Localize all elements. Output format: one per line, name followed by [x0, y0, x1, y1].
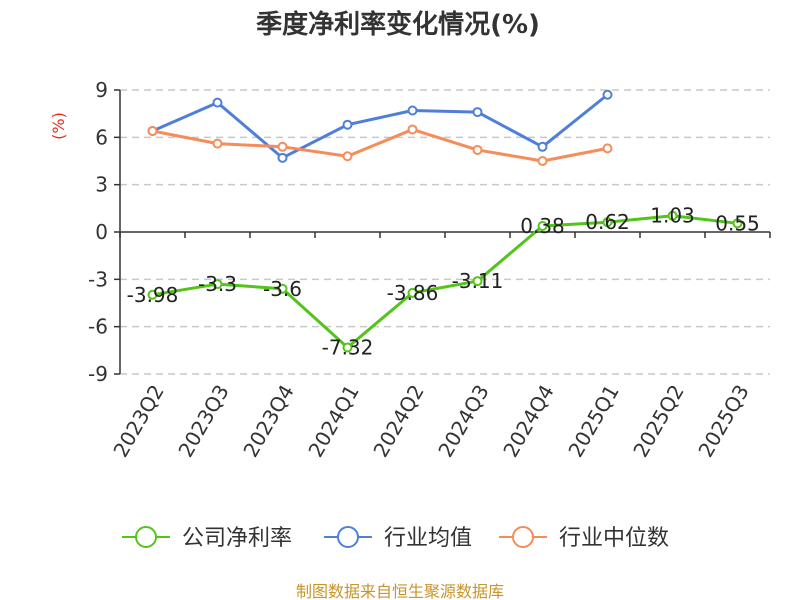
series-1-point [212, 279, 223, 290]
y-tick-label: -9 [88, 362, 108, 386]
series-lines [147, 89, 743, 353]
y-tick-label: -3 [88, 267, 108, 291]
data-label: -3.3 [198, 272, 237, 296]
series-2-point [407, 105, 418, 116]
legend-swatch-marker [337, 526, 359, 548]
series-3-point [212, 138, 223, 149]
x-tick-label: 2023Q2 [108, 381, 168, 462]
data-label: 0.38 [520, 214, 565, 238]
legend: 公司净利率 行业均值 行业中位数 [122, 526, 669, 551]
series-2-point [212, 97, 223, 108]
series-1-point [472, 276, 483, 287]
series-3-line [152, 127, 608, 163]
series-3-point [342, 151, 353, 162]
series-2-point [602, 89, 613, 100]
data-label: -3.6 [263, 277, 302, 301]
x-tick-label: 2023Q4 [238, 381, 298, 462]
series-3-point [147, 126, 158, 137]
series-1-point [147, 289, 158, 300]
data-label: -7.32 [322, 335, 374, 359]
series-1-line [152, 214, 738, 349]
series-3-point [537, 156, 548, 166]
series-2-point [537, 141, 548, 152]
series-2-point [342, 119, 353, 130]
data-label: -3.11 [452, 269, 504, 293]
legend-label: 行业中位数 [559, 526, 669, 551]
series-1-point [732, 218, 743, 229]
x-tick-label: 2024Q2 [368, 381, 428, 462]
chart-title: 季度净利率变化情况(%) [256, 9, 540, 40]
legend-swatch-marker [512, 526, 534, 548]
series-1-point [342, 342, 353, 353]
y-tick-label: 6 [95, 125, 108, 149]
y-axis-unit-label: (%) [49, 112, 68, 140]
x-tick-label: 2025Q2 [628, 381, 688, 462]
series-1-point [407, 287, 418, 298]
grid-lines [120, 89, 770, 375]
data-labels: -3.98 -3.3 -3.6 -7.32 -3.86 -3.11 0.38 0.62 1.03… [127, 204, 760, 360]
x-tick-label: 2024Q3 [433, 381, 493, 462]
series-1-point [537, 221, 548, 232]
series-2-point [472, 107, 483, 118]
legend-swatch-marker [135, 526, 157, 548]
data-label: -3.98 [127, 283, 179, 307]
data-label: 0.62 [585, 210, 630, 234]
x-tick-label: 2025Q3 [693, 381, 753, 462]
series-3-point [277, 141, 288, 152]
legend-label: 行业均值 [384, 526, 472, 551]
x-tick-label: 2024Q4 [498, 381, 558, 462]
data-label: 0.55 [715, 211, 760, 235]
series-2-line [151, 93, 609, 160]
y-tick-label: -6 [88, 315, 108, 339]
y-tick-label: 9 [95, 78, 108, 102]
series-3-point [472, 144, 483, 155]
data-label: 1.03 [650, 204, 695, 228]
x-tick-label: 2024Q1 [303, 381, 363, 462]
x-tick-label: 2023Q3 [173, 381, 233, 462]
data-label: -3.86 [387, 281, 439, 305]
series-3-point [407, 124, 418, 135]
series-2-point [277, 152, 288, 163]
x-tick-label: 2025Q1 [563, 381, 623, 462]
y-tick-label: 3 [95, 173, 108, 197]
legend-label: 公司净利率 [182, 526, 292, 551]
series-1-point [602, 217, 613, 228]
series-1-point [667, 210, 678, 221]
data-source-note: 制图数据来自恒生聚源数据库 [296, 582, 504, 600]
series-3-point [602, 143, 613, 154]
y-tick-label: 0 [95, 220, 108, 244]
series-1-point [277, 283, 288, 294]
